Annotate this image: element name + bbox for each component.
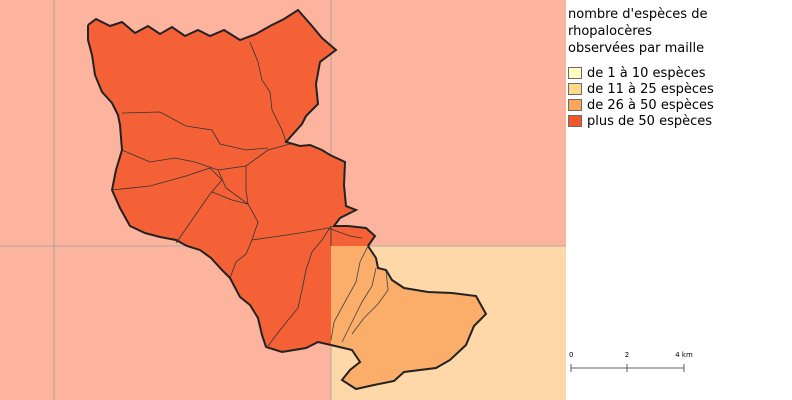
scale-tick-label: 0	[569, 351, 573, 359]
legend-item-label: de 11 à 25 espèces	[587, 81, 714, 97]
scale-tick-label: 2	[625, 351, 629, 359]
commune-zone-south-east[interactable]	[331, 246, 486, 389]
legend-title: nombre d'espèces de rhopalocères observé…	[568, 6, 788, 57]
legend-item: plus de 50 espèces	[568, 113, 788, 129]
legend-item: de 11 à 25 espèces	[568, 81, 788, 97]
legend-item: de 26 à 50 espèces	[568, 97, 788, 113]
legend-item-label: de 1 à 10 espèces	[587, 65, 706, 81]
commune-zone-main[interactable]	[88, 10, 375, 352]
legend-swatch	[568, 83, 582, 95]
legend-title-line: nombre d'espèces de	[568, 7, 708, 22]
legend-item-label: de 26 à 50 espèces	[587, 97, 714, 113]
commune-boundaries	[111, 41, 363, 347]
map-legend: nombre d'espèces de rhopalocères observé…	[568, 6, 788, 129]
legend-swatch	[568, 67, 582, 79]
scale-tick-label: 4 km	[675, 351, 693, 359]
legend-title-line: observées par maille	[568, 41, 705, 56]
scale-line	[570, 364, 685, 372]
legend-item: de 1 à 10 espèces	[568, 65, 788, 81]
commune-outline-south-east	[330, 245, 488, 391]
legend-title-line: rhopalocères	[568, 24, 653, 39]
commune-outline-main	[87, 8, 377, 354]
legend-items: de 1 à 10 espèces de 11 à 25 espèces de …	[568, 65, 788, 129]
scale-bar: 0 2 4 km	[569, 351, 693, 372]
map[interactable]	[0, 0, 566, 400]
legend-swatch	[568, 99, 582, 111]
commune-boundaries-south-east	[330, 245, 389, 343]
legend-item-label: plus de 50 espèces	[587, 113, 713, 129]
legend-swatch	[568, 115, 582, 127]
